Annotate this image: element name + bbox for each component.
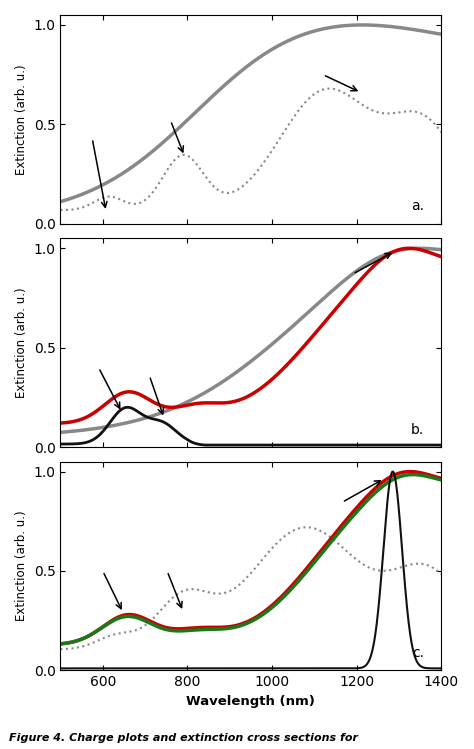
Y-axis label: Extinction (arb. u.): Extinction (arb. u.): [15, 511, 28, 622]
X-axis label: Wavelength (nm): Wavelength (nm): [186, 695, 315, 708]
Y-axis label: Extinction (arb. u.): Extinction (arb. u.): [15, 64, 28, 175]
Text: a.: a.: [411, 199, 424, 213]
Y-axis label: Extinction (arb. u.): Extinction (arb. u.): [15, 288, 28, 398]
Text: b.: b.: [411, 422, 424, 437]
Text: Figure 4. Charge plots and extinction cross sections for: Figure 4. Charge plots and extinction cr…: [9, 733, 358, 743]
Text: c.: c.: [412, 646, 424, 660]
